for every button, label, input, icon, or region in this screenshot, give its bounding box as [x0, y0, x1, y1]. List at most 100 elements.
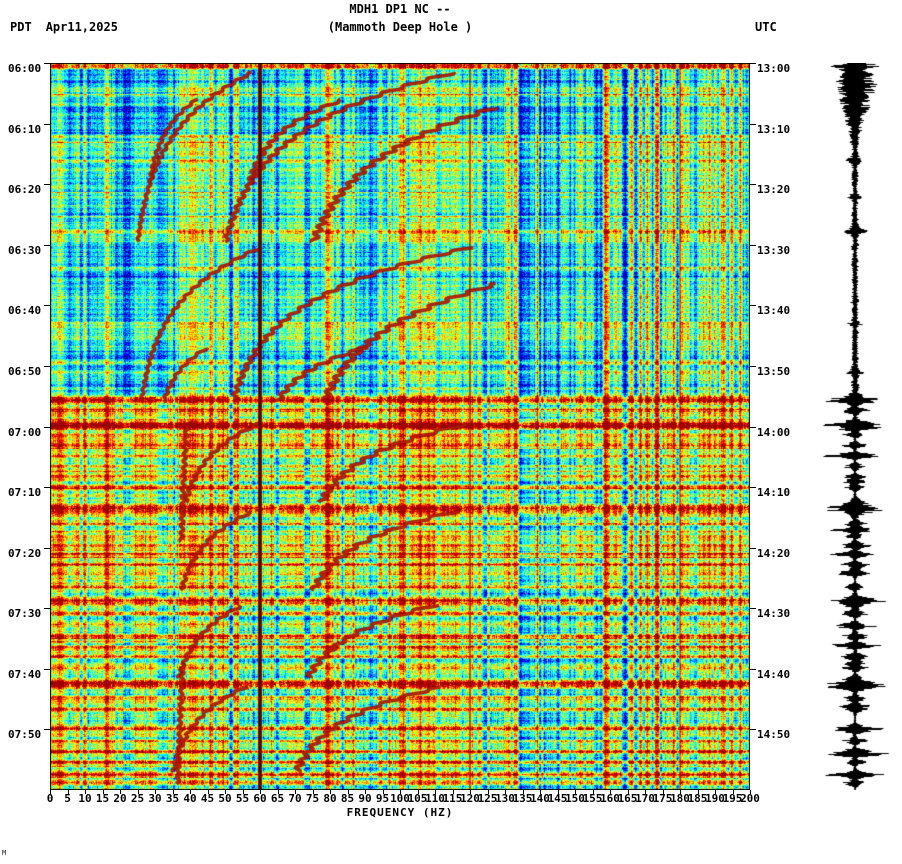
x-tick-label: 185 [687, 792, 708, 805]
y-tick-mark-left [44, 608, 50, 610]
x-tick-mark [190, 790, 191, 794]
y-tick-mark-right [750, 123, 756, 125]
x-tick-label: 75 [305, 792, 320, 805]
page-subtitle: (Mammoth Deep Hole ) [327, 20, 473, 34]
x-tick-mark [750, 790, 751, 794]
y-tick-mark-right [750, 244, 756, 246]
x-tick-mark [242, 790, 244, 794]
y-tick-mark-left [44, 123, 50, 125]
y-left-tick-label: 07:20 [8, 546, 42, 560]
x-tick-label: 165 [617, 792, 638, 805]
x-tick-mark [645, 790, 646, 794]
y-tick-mark-left [44, 244, 50, 246]
x-tick-mark [680, 790, 681, 794]
timezone-left-block: PDT Apr11,2025 [10, 20, 118, 34]
x-tick-label: 5 [64, 792, 71, 805]
page-title: MDH1 DP1 NC -- [349, 2, 451, 16]
x-tick-label: 55 [235, 792, 250, 805]
y-right-tick-label: 13:50 [757, 364, 791, 378]
x-tick-mark [732, 790, 734, 794]
y-tick-mark-right [750, 729, 756, 731]
y-tick-mark-right [750, 365, 756, 367]
y-left-tick-label: 06:50 [8, 364, 42, 378]
x-tick-mark [715, 790, 716, 794]
x-axis-title: FREQUENCY (HZ) [346, 806, 454, 819]
x-tick-mark [610, 790, 611, 794]
x-tick-mark [470, 790, 471, 794]
x-tick-label: 70 [288, 792, 302, 805]
y-tick-mark-left [44, 668, 50, 670]
y-tick-mark-left [44, 487, 50, 489]
x-tick-mark [172, 790, 174, 794]
x-tick-mark [575, 790, 576, 794]
y-tick-mark-right [750, 184, 756, 186]
x-tick-label: 40 [183, 792, 197, 805]
x-tick-mark [505, 790, 506, 794]
x-tick-mark [120, 790, 121, 794]
x-tick-label: 190 [705, 792, 725, 805]
y-right-tick-label: 13:00 [757, 62, 791, 75]
x-tick-mark [260, 790, 261, 794]
y-left-tick-label: 07:50 [8, 728, 42, 742]
x-tick-label: 180 [670, 792, 690, 805]
x-tick-label: 0 [46, 792, 54, 805]
y-right-tick-label: 14:30 [757, 607, 791, 621]
x-tick-label: 80 [323, 792, 337, 805]
x-tick-mark [137, 790, 139, 794]
x-tick-mark [452, 790, 454, 794]
x-tick-label: 35 [165, 792, 180, 805]
y-right-tick-label: 14:10 [757, 486, 791, 500]
x-tick-label: 130 [495, 792, 515, 805]
utc-label: UTC [755, 20, 777, 34]
x-tick-mark [522, 790, 524, 794]
y-left-tick-label: 06:40 [8, 304, 42, 318]
x-tick-label: 100 [390, 792, 410, 805]
spectrogram-image [50, 63, 750, 790]
x-tick-label: 20 [113, 792, 127, 805]
x-tick-label: 145 [547, 792, 568, 805]
x-tick-mark [592, 790, 594, 794]
x-tick-label: 110 [425, 792, 445, 805]
x-tick-mark [85, 790, 86, 794]
x-tick-label: 115 [442, 792, 463, 805]
y-right-tick-label: 14:40 [757, 667, 791, 681]
x-tick-label: 65 [270, 792, 285, 805]
y-tick-mark-right [750, 608, 756, 610]
y-tick-mark-left [44, 426, 50, 428]
x-tick-mark [277, 790, 279, 794]
y-right-tick-label: 13:40 [757, 304, 791, 318]
y-left-tick-label: 06:30 [8, 243, 42, 257]
x-tick-label: 150 [565, 792, 585, 805]
x-tick-mark [435, 790, 436, 794]
x-tick-mark [662, 790, 664, 794]
y-right-tick-label: 13:30 [757, 243, 791, 257]
y-tick-mark-left [44, 547, 50, 549]
x-tick-mark [347, 790, 349, 794]
x-tick-label: 25 [130, 792, 145, 805]
x-tick-label: 45 [200, 792, 215, 805]
y-right-tick-label: 14:50 [757, 728, 791, 742]
x-tick-label: 170 [635, 792, 655, 805]
y-tick-mark-left [44, 184, 50, 186]
y-tick-mark-right [750, 426, 756, 428]
x-tick-mark [487, 790, 489, 794]
y-left-tick-label: 07:30 [8, 607, 42, 621]
seismogram-trace [820, 63, 890, 790]
x-tick-label: 120 [460, 792, 480, 805]
x-tick-label: 50 [218, 792, 232, 805]
y-left-tick-label: 07:40 [8, 667, 42, 681]
x-tick-mark [697, 790, 699, 794]
pdt-label: PDT [10, 20, 32, 34]
x-tick-mark [417, 790, 419, 794]
x-tick-label: 30 [148, 792, 162, 805]
x-tick-mark [330, 790, 331, 794]
date-label: Apr11,2025 [45, 20, 118, 34]
x-tick-label: 95 [375, 792, 390, 805]
x-tick-mark [557, 790, 559, 794]
x-tick-label: 155 [582, 792, 603, 805]
y-tick-mark-right [750, 63, 756, 64]
y-tick-mark-right [750, 547, 756, 549]
x-tick-mark [382, 790, 384, 794]
x-tick-label: 175 [652, 792, 673, 805]
y-left-tick-label: 07:10 [8, 486, 42, 500]
